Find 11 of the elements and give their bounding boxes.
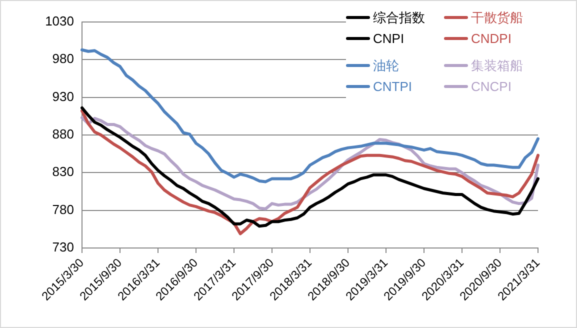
legend-label: 集装箱船 CNCPI (471, 56, 523, 94)
y-tick-label: 780 (52, 202, 74, 217)
y-tick-label: 730 (52, 240, 74, 255)
y-tick-label: 930 (52, 88, 74, 104)
y-tick-label: 880 (52, 126, 74, 142)
y-tick-label: 980 (52, 51, 74, 66)
y-tick-label: 1030 (45, 14, 74, 29)
legend-label: 油轮 CNTPI (373, 56, 412, 94)
y-tick-label: 830 (52, 164, 74, 180)
legend-label: 干散货船 CNDPI (471, 8, 523, 46)
legend-label: 综合指数 CNPI (373, 8, 425, 46)
